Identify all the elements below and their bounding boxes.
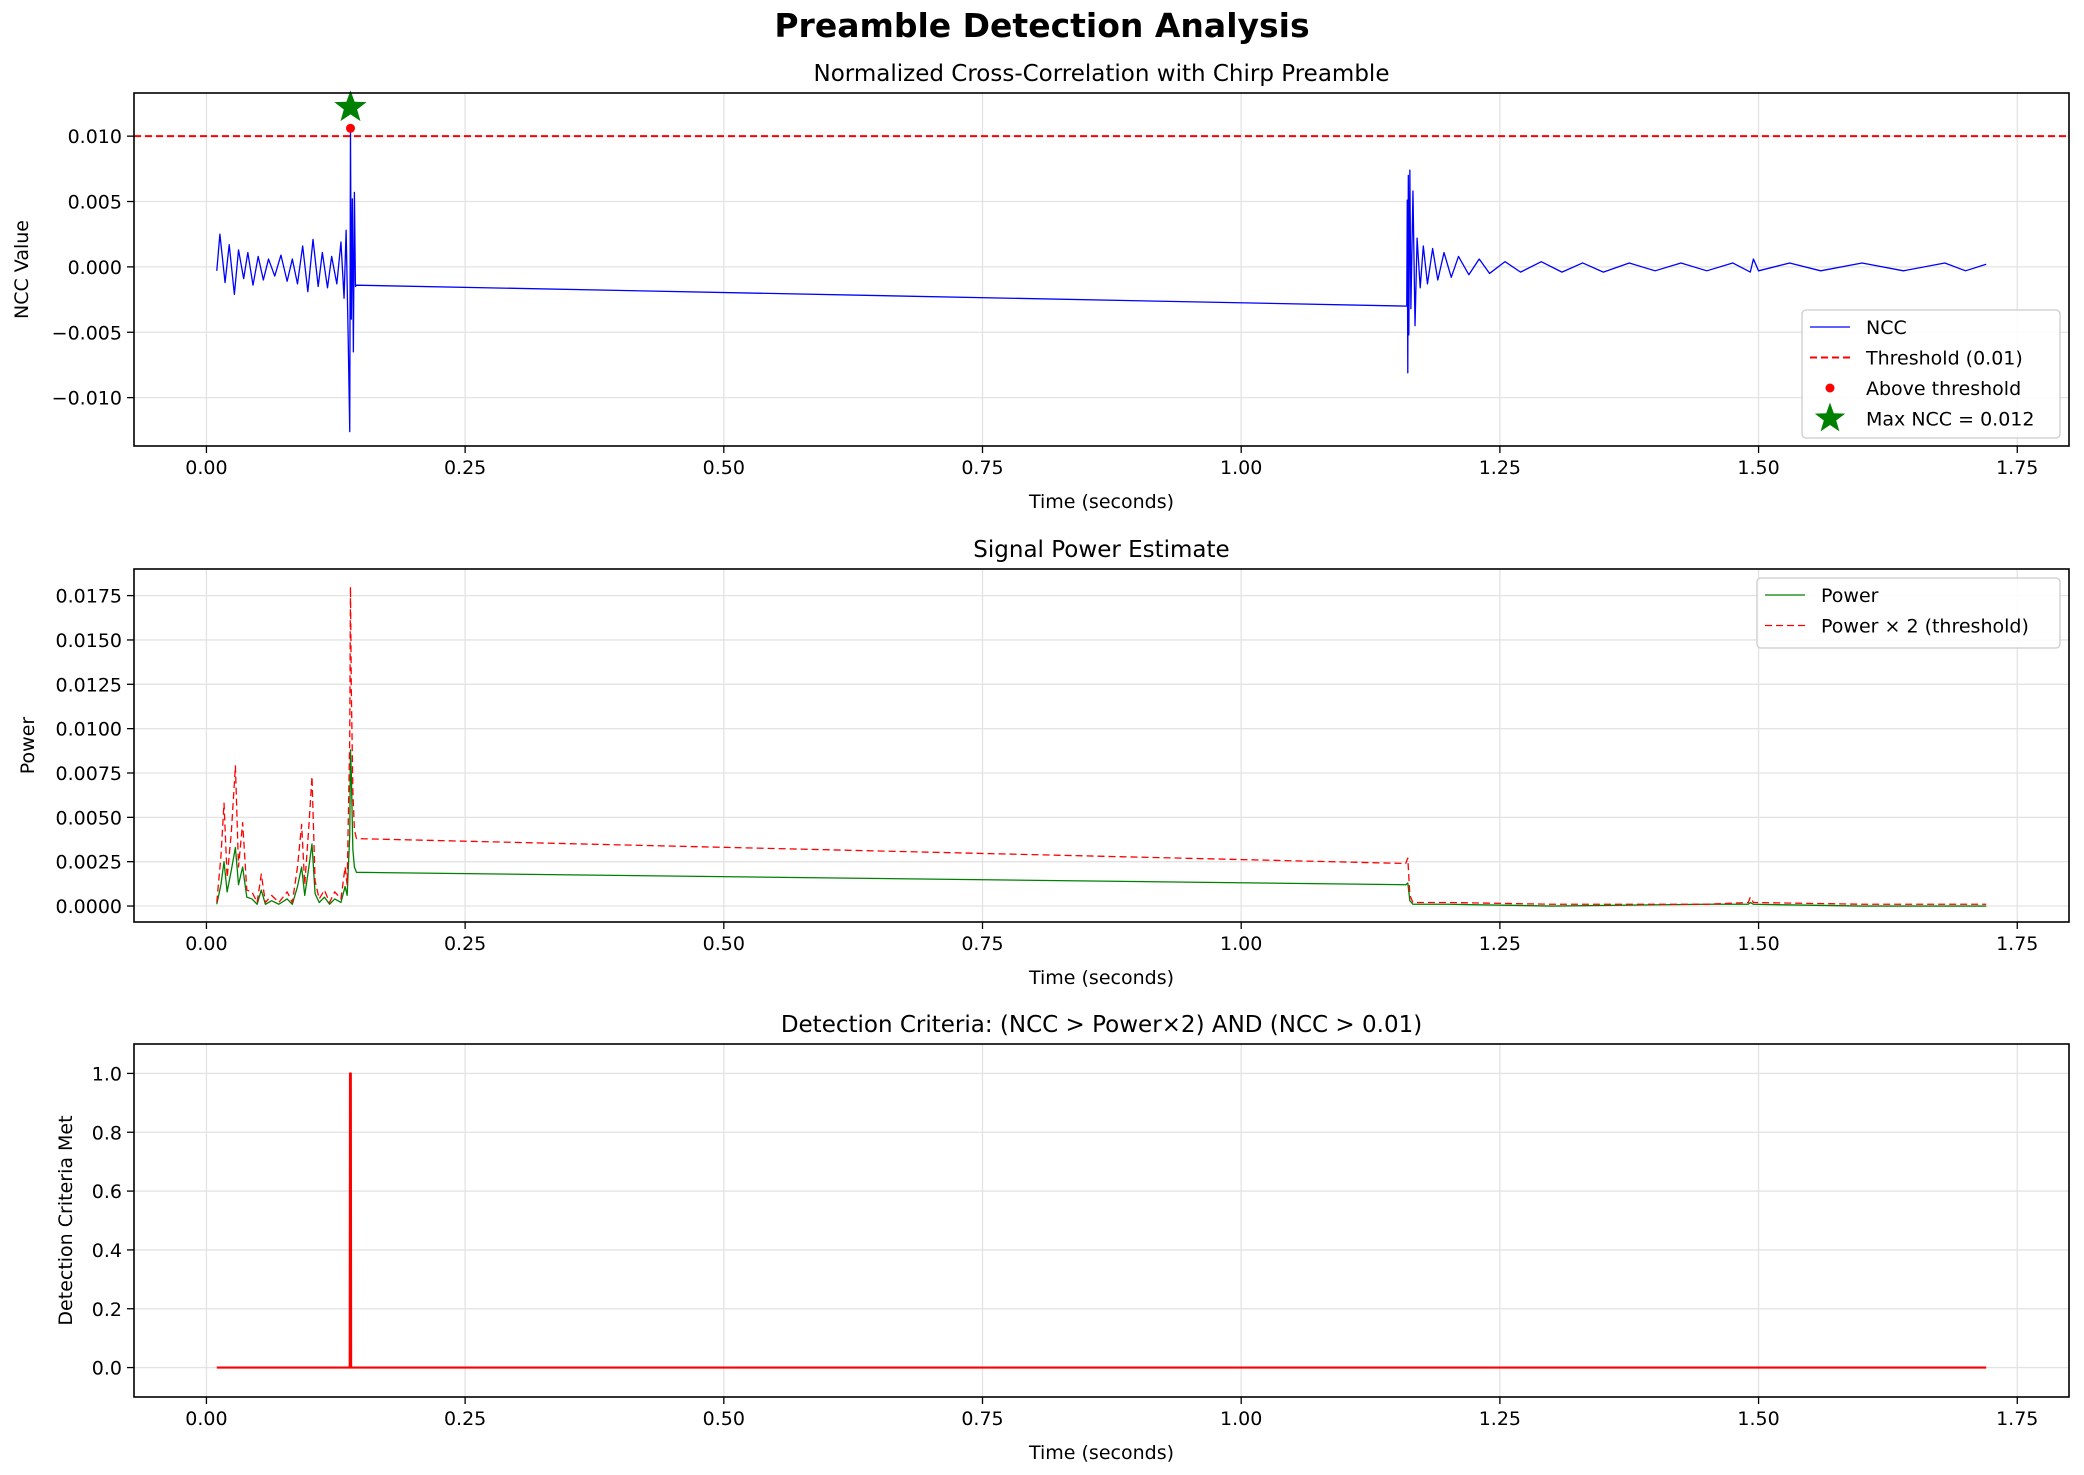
- x-tick-label: 0.00: [185, 1408, 227, 1430]
- plot-area: [216, 586, 1987, 907]
- y-tick-label: 0.0: [92, 1358, 122, 1380]
- legend-handle-star: [1814, 402, 1846, 432]
- y-tick-label: 0.2: [92, 1299, 122, 1321]
- y-tick-label: 0.0175: [56, 586, 122, 608]
- y-tick-label: 0.005: [68, 192, 122, 214]
- x-tick-label: 0.00: [185, 933, 227, 955]
- x-tick-label: 1.25: [1479, 1408, 1521, 1430]
- x-tick-label: 1.25: [1479, 933, 1521, 955]
- y-tick-label: 0.0000: [56, 896, 122, 918]
- panel-1: 0.00 0.25 0.50 0.75 1.00 1.25 1.50 1.75 −0.010 −0…: [11, 61, 2070, 513]
- x-tick-label: 0.50: [703, 457, 745, 479]
- y-tick-label: 0.4: [92, 1240, 122, 1262]
- series-line-1: [216, 1072, 1987, 1369]
- y-tick-label: 0.0125: [56, 674, 122, 696]
- x-tick-label: 1.00: [1220, 457, 1262, 479]
- y-tick-label: 0.000: [68, 257, 122, 279]
- x-tick-label: 0.25: [444, 457, 486, 479]
- legend-box: [1801, 309, 2061, 439]
- x-tick-label: 0.75: [961, 457, 1003, 479]
- max-ncc-star: [334, 90, 367, 122]
- y-axis-label: NCC Value: [11, 220, 33, 319]
- panel-2: 0.00 0.25 0.50 0.75 1.00 1.25 1.50 1.75 0.0000 0.…: [17, 537, 2070, 989]
- series-line-2: [216, 586, 1987, 905]
- x-tick-label: 0.50: [703, 1408, 745, 1430]
- x-tick-label: 0.25: [444, 933, 486, 955]
- axes-frame: [133, 568, 2070, 923]
- x-tick-label: 0.25: [444, 1408, 486, 1430]
- plot-area: [134, 125, 2069, 433]
- y-tick-label: 0.0150: [56, 630, 122, 652]
- x-tick-label: 1.00: [1220, 1408, 1262, 1430]
- legend: Power Power × 2 (threshold): [1756, 577, 2061, 649]
- x-tick-label: 0.75: [961, 1408, 1003, 1430]
- legend-label: Threshold (0.01): [1865, 348, 2023, 370]
- panel-title: Signal Power Estimate: [973, 537, 1229, 563]
- y-tick-label: 1.0: [92, 1063, 122, 1085]
- legend-box: [1756, 577, 2061, 649]
- y-tick-label: 0.0075: [56, 763, 122, 785]
- y-axis-label: Power: [17, 717, 39, 775]
- legend-label: Above threshold: [1866, 378, 2021, 400]
- y-tick-label: 0.6: [92, 1181, 122, 1203]
- x-tick-label: 1.50: [1737, 457, 1779, 479]
- y-tick-label: −0.010: [52, 388, 122, 410]
- x-tick-label: 1.75: [1996, 457, 2038, 479]
- x-tick-label: 1.50: [1737, 1408, 1779, 1430]
- axes-frame: [133, 92, 2070, 447]
- panel-title: Normalized Cross-Correlation with Chirp …: [814, 61, 1390, 87]
- y-axis-label: Detection Criteria Met: [55, 1115, 77, 1325]
- x-axis-label: Time (seconds): [1028, 1442, 1174, 1464]
- y-tick-label: 0.8: [92, 1122, 122, 1144]
- x-tick-label: 1.75: [1996, 1408, 2038, 1430]
- legend-label: Max NCC = 0.012: [1866, 409, 2034, 431]
- legend-label: NCC: [1866, 317, 1907, 339]
- y-tick-label: 0.0025: [56, 852, 122, 874]
- x-tick-label: 1.25: [1479, 457, 1521, 479]
- x-tick-label: 0.00: [185, 457, 227, 479]
- panel-3: 0.00 0.25 0.50 0.75 1.00 1.25 1.50 1.75 0.0 0.2 0.…: [55, 1012, 2070, 1464]
- x-axis-label: Time (seconds): [1028, 491, 1174, 513]
- legend-label: Power: [1821, 585, 1879, 607]
- x-tick-label: 1.75: [1996, 933, 2038, 955]
- plot-area: [216, 1072, 1987, 1369]
- y-tick-label: 0.010: [68, 126, 122, 148]
- legend: NCC Threshold (0.01) Above threshold Max NC…: [1801, 309, 2061, 439]
- series-line-1: [216, 125, 1987, 433]
- figure-title: Preamble Detection Analysis: [774, 6, 1310, 45]
- x-tick-label: 0.75: [961, 933, 1003, 955]
- x-axis-label: Time (seconds): [1028, 967, 1174, 989]
- y-tick-label: −0.005: [52, 322, 122, 344]
- x-tick-label: 1.50: [1737, 933, 1779, 955]
- legend-handle-point: [1825, 383, 1835, 393]
- x-tick-label: 1.00: [1220, 933, 1262, 955]
- x-tick-label: 0.50: [703, 933, 745, 955]
- y-tick-label: 0.0050: [56, 807, 122, 829]
- legend-label: Power × 2 (threshold): [1821, 616, 2029, 638]
- y-tick-label: 0.0100: [56, 719, 122, 741]
- above-threshold-point: [345, 123, 355, 133]
- axes-frame: [133, 1043, 2070, 1398]
- panel-title: Detection Criteria: (NCC > Power×2) AND …: [781, 1012, 1422, 1038]
- series-line-1: [216, 749, 1987, 907]
